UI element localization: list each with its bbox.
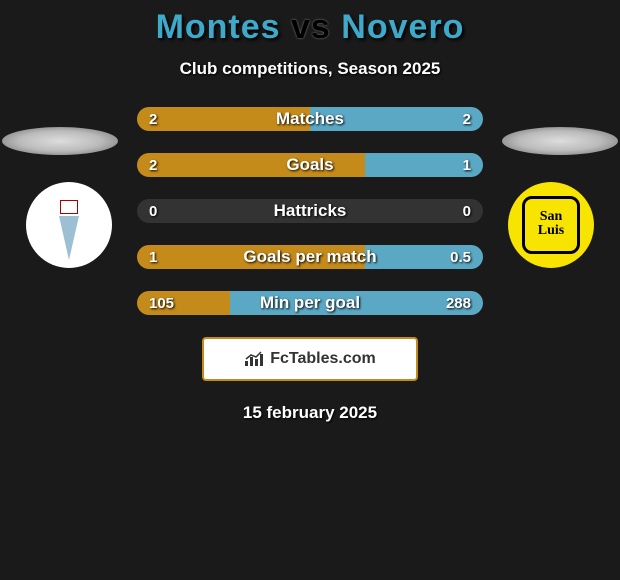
flag-left xyxy=(2,127,118,155)
stat-label: Goals xyxy=(286,155,333,175)
subtitle: Club competitions, Season 2025 xyxy=(0,59,620,79)
stat-value-left: 105 xyxy=(149,295,174,312)
vs-text: vs xyxy=(291,8,331,46)
stat-label: Matches xyxy=(276,109,344,129)
crest-shield-icon xyxy=(60,200,78,214)
stat-value-left: 2 xyxy=(149,111,157,128)
chart-icon xyxy=(244,351,264,367)
stat-value-right: 0 xyxy=(463,203,471,220)
stat-value-right: 0.5 xyxy=(450,249,471,266)
stat-value-right: 288 xyxy=(446,295,471,312)
stat-value-left: 2 xyxy=(149,157,157,174)
stat-row: 105 Min per goal 288 xyxy=(137,291,483,315)
stat-label: Hattricks xyxy=(274,201,347,221)
brand-box[interactable]: FcTables.com xyxy=(202,337,418,381)
brand-text: FcTables.com xyxy=(270,350,376,368)
stat-value-left: 1 xyxy=(149,249,157,266)
player2-name: Novero xyxy=(341,8,464,46)
date-text: 15 february 2025 xyxy=(0,403,620,423)
stat-row: 0 Hattricks 0 xyxy=(137,199,483,223)
stat-value-left: 0 xyxy=(149,203,157,220)
stat-value-right: 1 xyxy=(463,157,471,174)
crest-triangle-icon xyxy=(59,216,79,260)
stat-row: 2 Goals 1 xyxy=(137,153,483,177)
stat-value-right: 2 xyxy=(463,111,471,128)
stat-label: Min per goal xyxy=(260,293,360,313)
flag-right xyxy=(502,127,618,155)
crest-text: San Luis xyxy=(538,210,564,238)
stats-area: San Luis 2 Matches 2 2 Goals 1 0 Hattricks 0 1 Goa… xyxy=(0,107,620,315)
team-badge-right: San Luis xyxy=(508,182,594,268)
stat-row: 2 Matches 2 xyxy=(137,107,483,131)
stat-row: 1 Goals per match 0.5 xyxy=(137,245,483,269)
player1-name: Montes xyxy=(156,8,281,46)
stat-label: Goals per match xyxy=(243,247,376,267)
comparison-card: Montes vs Novero Club competitions, Seas… xyxy=(0,0,620,423)
team-badge-left xyxy=(26,182,112,268)
title: Montes vs Novero xyxy=(0,0,620,47)
